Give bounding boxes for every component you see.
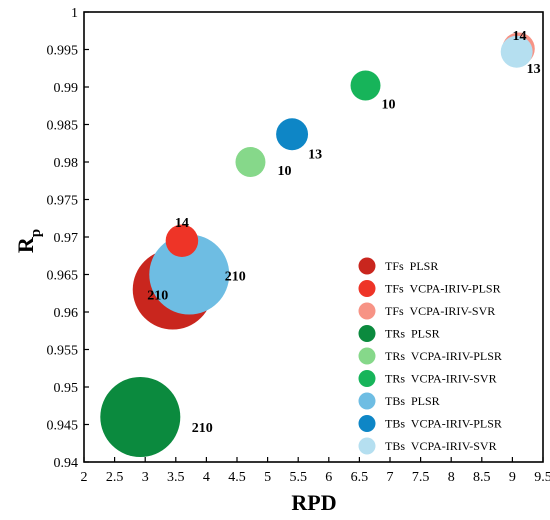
x-axis-ticks: 2 2.5 3 3.5 4 4.5 5 5.5 6 6.5 7 7.5 8 8.5 9 9.5 — [81, 457, 550, 485]
x-tick-label: 4.5 — [228, 470, 246, 485]
legend-label-2: TFs VCPA-IRIV-PLSR — [385, 282, 501, 296]
y-axis-title: Rp — [13, 229, 44, 253]
legend-marker-7 — [358, 392, 376, 410]
x-tick-label: 4 — [203, 470, 210, 485]
y-tick-label: 0.95 — [54, 381, 79, 396]
y-axis-title-main: R — [13, 236, 38, 253]
legend-marker-2 — [358, 280, 376, 297]
x-tick-label: 3 — [142, 470, 149, 485]
y-tick-label: 0.955 — [47, 344, 79, 359]
x-tick-label: 5.5 — [289, 470, 307, 485]
y-tick-label: 0.94 — [54, 456, 79, 471]
x-tick-label: 5 — [264, 470, 271, 485]
x-tick-label: 7.5 — [412, 470, 430, 485]
bubble-6 — [350, 70, 381, 101]
y-tick-label: 0.99 — [54, 81, 79, 96]
bubble-8 — [276, 118, 309, 151]
legend-label-7: TBs PLSR — [385, 394, 440, 408]
bubble-5 — [235, 147, 266, 177]
point-label-3: 14 — [513, 29, 527, 44]
legend-marker-5 — [358, 347, 376, 365]
point-label-1: 210 — [147, 289, 168, 304]
point-label-8: 13 — [308, 147, 322, 162]
legend-marker-8 — [358, 415, 376, 432]
legend: TFs PLSR TFs VCPA-IRIV-PLSR TFs VCPA-IRIV-… — [358, 257, 502, 455]
legend-marker-3 — [358, 302, 376, 320]
y-tick-label: 0.945 — [47, 419, 79, 434]
y-axis-title-subscript: p — [28, 229, 44, 237]
legend-label-8: TBs VCPA-IRIV-PLSR — [385, 417, 502, 431]
bubble-4 — [100, 377, 181, 457]
point-label-7: 210 — [225, 270, 246, 285]
y-tick-label: 0.97 — [54, 231, 79, 246]
y-tick-label: 0.965 — [47, 269, 79, 284]
legend-marker-4 — [358, 325, 376, 342]
bubble-7 — [149, 234, 230, 315]
bubble-2 — [165, 224, 199, 258]
legend-label-9: TBs VCPA-IRIV-SVR — [385, 439, 497, 453]
x-tick-label: 9 — [509, 470, 516, 485]
bubble-9 — [500, 35, 533, 68]
legend-marker-6 — [358, 370, 376, 387]
x-tick-label: 6 — [325, 470, 332, 485]
x-tick-label: 7 — [387, 470, 394, 485]
y-tick-label: 1 — [71, 6, 78, 21]
legend-label-1: TFs PLSR — [385, 259, 438, 273]
x-tick-label: 6.5 — [351, 470, 369, 485]
x-tick-label: 3.5 — [167, 470, 185, 485]
x-tick-label: 2 — [81, 470, 88, 485]
point-labels: 210 14 14 210 10 10 210 13 13 — [147, 29, 540, 436]
y-tick-label: 0.985 — [47, 119, 79, 134]
point-label-4: 210 — [192, 421, 213, 436]
x-tick-label: 9.5 — [534, 470, 550, 485]
x-tick-label: 8 — [448, 470, 455, 485]
y-axis-ticks: 0.94 0.945 0.95 0.955 0.96 0.965 0.97 0.975 0.98… — [47, 6, 89, 471]
bubble-layer — [100, 32, 535, 457]
legend-label-5: TRs VCPA-IRIV-PLSR — [385, 349, 502, 363]
point-label-6: 10 — [382, 98, 396, 113]
legend-label-6: TRs VCPA-IRIV-SVR — [385, 372, 497, 386]
x-tick-label: 8.5 — [473, 470, 491, 485]
legend-label-4: TRs PLSR — [385, 327, 440, 341]
y-tick-label: 0.975 — [47, 194, 79, 209]
x-tick-label: 2.5 — [106, 470, 124, 485]
point-label-5: 10 — [277, 164, 291, 179]
legend-label-3: TFs VCPA-IRIV-SVR — [385, 304, 495, 318]
legend-marker-9 — [358, 437, 376, 455]
point-label-2: 14 — [175, 216, 189, 231]
x-axis-title: RPD — [291, 490, 336, 515]
y-tick-label: 0.96 — [54, 306, 79, 321]
legend-marker-1 — [358, 257, 376, 275]
y-tick-label: 0.98 — [54, 156, 79, 171]
y-tick-label: 0.995 — [47, 44, 79, 59]
point-label-9: 13 — [527, 62, 541, 77]
